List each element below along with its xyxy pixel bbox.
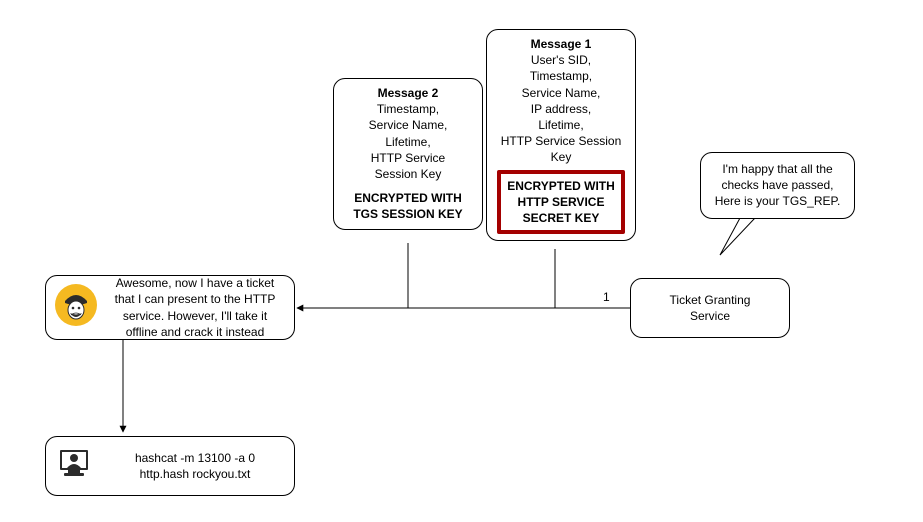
message2-line: Timestamp, (344, 101, 472, 117)
message2-enc: TGS SESSION KEY (344, 206, 472, 222)
message2-line: HTTP Service (344, 150, 472, 166)
tgs-speech-line: Here is your TGS_REP. (711, 193, 844, 209)
edge-label-1: 1 (603, 290, 610, 304)
message1-line: User's SID, (497, 52, 625, 68)
message1-line: Key (497, 149, 625, 165)
message1-box: Message 1 User's SID, Timestamp, Service… (486, 29, 636, 241)
hacker-avatar-icon (54, 283, 98, 331)
tgs-box: Ticket Granting Service (630, 278, 790, 338)
attacker-box: Awesome, now I have a ticket that I can … (45, 275, 295, 340)
tgs-label: Service (641, 308, 779, 324)
message2-enc: ENCRYPTED WITH (344, 190, 472, 206)
attacker-line: offline and crack it instead (104, 324, 286, 340)
message2-line: Lifetime, (344, 134, 472, 150)
hashcat-box: hashcat -m 13100 -a 0 http.hash rockyou.… (45, 436, 295, 496)
hashcat-line: http.hash rockyou.txt (104, 466, 286, 482)
computer-hacker-icon (54, 444, 94, 488)
message2-line: Session Key (344, 166, 472, 182)
attacker-line: that I can present to the HTTP (104, 291, 286, 307)
message1-title: Message 1 (497, 36, 625, 52)
message1-line: Lifetime, (497, 117, 625, 133)
hashcat-line: hashcat -m 13100 -a 0 (104, 450, 286, 466)
message1-line: IP address, (497, 101, 625, 117)
message1-line: Service Name, (497, 85, 625, 101)
message2-line: Service Name, (344, 117, 472, 133)
message2-box: Message 2 Timestamp, Service Name, Lifet… (333, 78, 483, 230)
message1-highlight: ENCRYPTED WITH HTTP SERVICE SECRET KEY (497, 170, 625, 235)
tgs-speech-line: checks have passed, (711, 177, 844, 193)
message1-enc: HTTP SERVICE (507, 194, 615, 210)
tgs-speech-line: I'm happy that all the (711, 161, 844, 177)
message1-enc: ENCRYPTED WITH (507, 178, 615, 194)
attacker-line: service. However, I'll take it (104, 308, 286, 324)
message2-title: Message 2 (344, 85, 472, 101)
message1-enc: SECRET KEY (507, 210, 615, 226)
attacker-line: Awesome, now I have a ticket (104, 275, 286, 291)
tgs-speech-bubble: I'm happy that all the checks have passe… (700, 152, 855, 219)
message1-line: HTTP Service Session (497, 133, 625, 149)
message1-line: Timestamp, (497, 68, 625, 84)
tgs-label: Ticket Granting (641, 292, 779, 308)
